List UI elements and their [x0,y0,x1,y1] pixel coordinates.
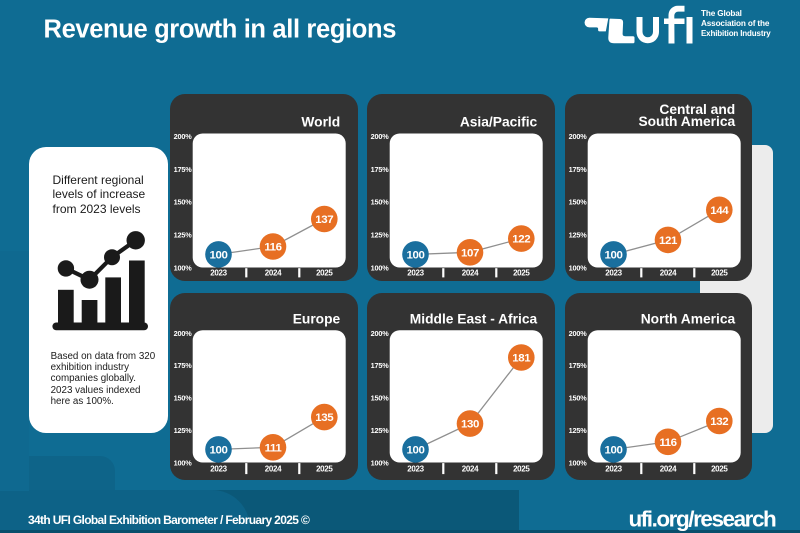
svg-text:200%: 200% [568,132,587,141]
svg-text:111: 111 [265,442,283,454]
svg-text:34th UFI Global Exhibition Bar: 34th UFI Global Exhibition Barometer / F… [28,513,310,527]
svg-text:100%: 100% [568,263,587,272]
svg-text:2024: 2024 [265,268,282,277]
svg-text:150%: 150% [568,197,587,206]
svg-text:2023: 2023 [210,268,227,277]
svg-text:132: 132 [710,416,728,428]
svg-text:125%: 125% [174,425,193,434]
svg-text:2023: 2023 [408,464,425,473]
svg-text:150%: 150% [568,393,587,402]
svg-text:150%: 150% [174,393,193,402]
svg-text:100: 100 [210,444,228,456]
svg-text:100: 100 [407,249,425,261]
svg-text:125%: 125% [568,230,587,239]
svg-text:100: 100 [604,444,622,456]
svg-text:North America: North America [641,311,736,326]
svg-text:2023: 2023 [408,268,425,277]
svg-text:100%: 100% [174,458,193,467]
svg-text:Exhibition Industry: Exhibition Industry [701,29,771,38]
svg-text:2023: 2023 [210,464,227,473]
svg-text:175%: 175% [371,361,390,370]
svg-text:175%: 175% [568,361,587,370]
svg-text:100: 100 [407,444,425,456]
svg-text:2023: 2023 [605,464,622,473]
svg-text:175%: 175% [568,164,587,173]
svg-text:Middle East - Africa: Middle East - Africa [410,311,538,326]
svg-text:2023: 2023 [605,268,622,277]
svg-text:World: World [301,114,340,129]
svg-text:100: 100 [604,249,622,261]
svg-text:2024: 2024 [462,268,479,277]
svg-text:125%: 125% [568,425,587,434]
svg-text:100%: 100% [568,458,587,467]
svg-text:100%: 100% [371,458,390,467]
svg-text:Central and: Central and [659,101,735,116]
svg-text:Europe: Europe [293,311,341,326]
svg-text:2024: 2024 [265,464,282,473]
svg-text:200%: 200% [568,328,587,337]
svg-text:130: 130 [461,418,479,430]
svg-text:175%: 175% [174,361,193,370]
svg-text:2025: 2025 [513,464,530,473]
svg-text:Association of the: Association of the [701,19,770,28]
svg-text:South America: South America [638,114,735,129]
svg-text:150%: 150% [371,393,390,402]
svg-text:The Global: The Global [701,9,742,18]
svg-text:100: 100 [210,249,228,261]
svg-text:137: 137 [315,214,333,226]
svg-text:135: 135 [315,412,334,424]
svg-text:150%: 150% [371,197,390,206]
svg-text:100%: 100% [174,263,193,272]
svg-text:200%: 200% [371,132,390,141]
svg-text:122: 122 [513,233,531,245]
svg-text:2025: 2025 [711,464,728,473]
svg-text:200%: 200% [371,328,390,337]
svg-text:200%: 200% [174,328,193,337]
svg-text:125%: 125% [371,230,390,239]
svg-text:2024: 2024 [660,464,677,473]
svg-text:116: 116 [264,241,281,253]
svg-text:144: 144 [710,204,729,216]
svg-text:2024: 2024 [660,268,677,277]
svg-text:2025: 2025 [513,268,530,277]
svg-text:2025: 2025 [316,464,333,473]
svg-text:2025: 2025 [316,268,333,277]
svg-text:2024: 2024 [462,464,479,473]
svg-text:116: 116 [659,436,676,448]
svg-text:175%: 175% [174,164,193,173]
svg-text:175%: 175% [371,164,390,173]
svg-text:100%: 100% [371,263,390,272]
svg-text:181: 181 [513,352,532,364]
svg-text:150%: 150% [174,197,193,206]
svg-text:107: 107 [461,247,479,259]
svg-text:2025: 2025 [711,268,728,277]
svg-text:200%: 200% [174,132,193,141]
svg-text:125%: 125% [371,425,390,434]
svg-text:Asia/Pacific: Asia/Pacific [460,114,538,129]
svg-text:125%: 125% [174,230,193,239]
svg-text:121: 121 [659,234,678,246]
svg-text:ufi.org/research: ufi.org/research [628,506,776,531]
svg-text:Revenue growth in all regions: Revenue growth in all regions [44,15,397,43]
